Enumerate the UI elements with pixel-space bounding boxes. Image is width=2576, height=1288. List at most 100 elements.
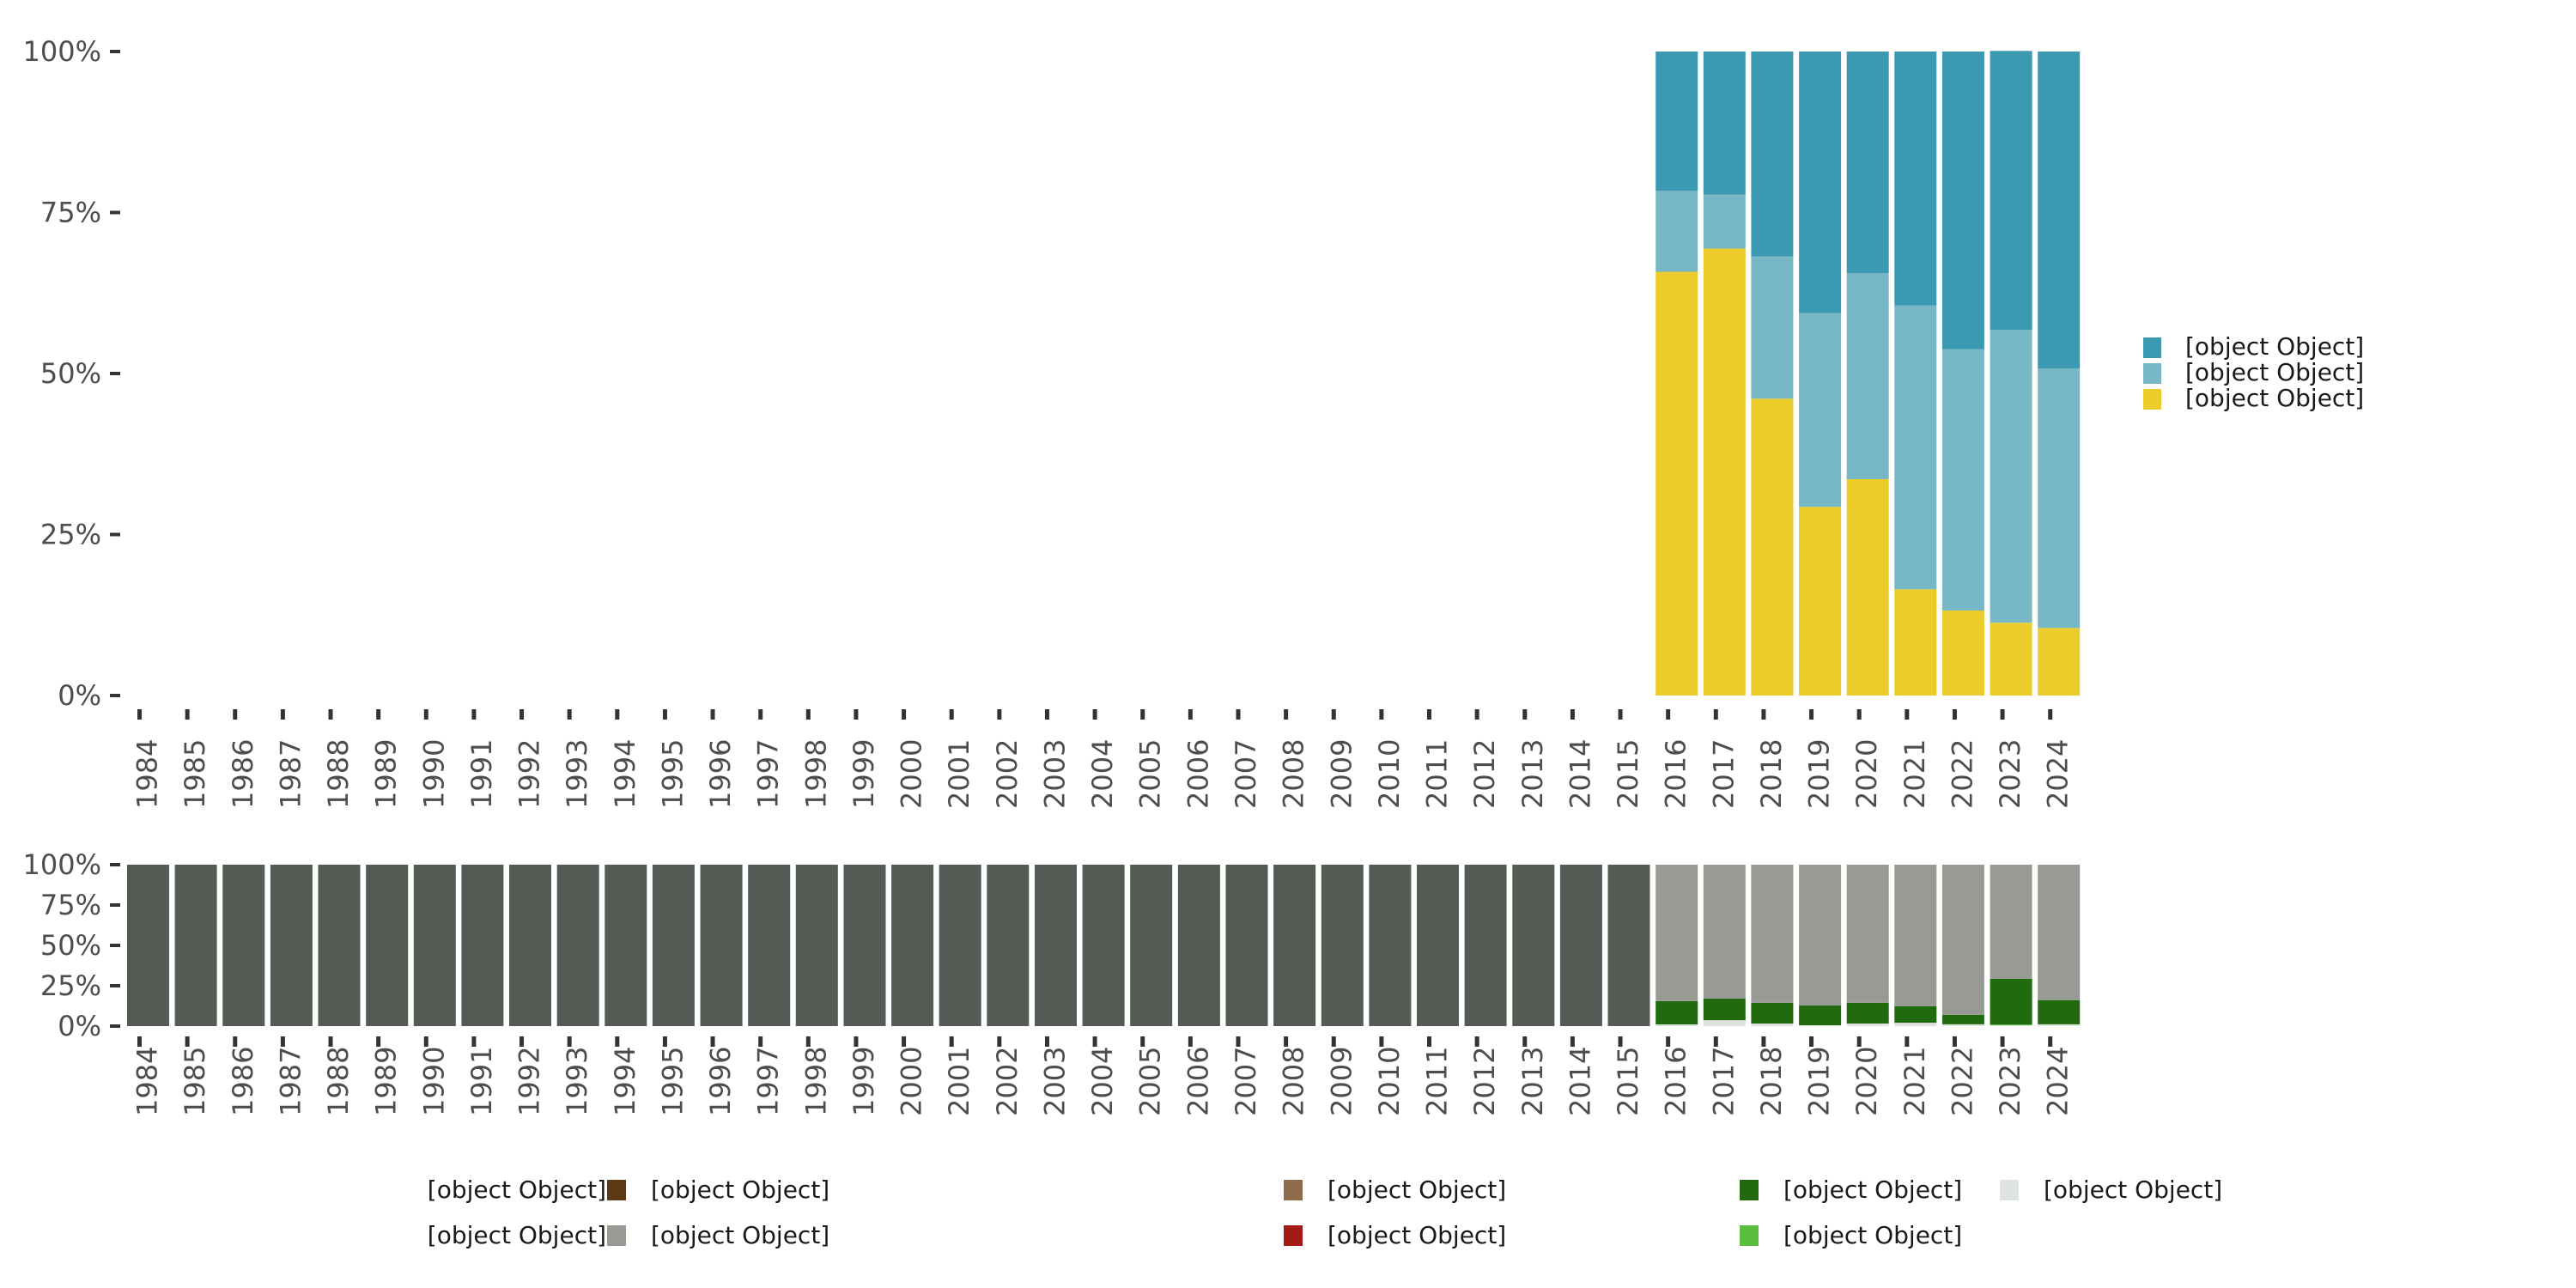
bottom-y-axis: 0% 25% 50% 75% 100% [23,848,120,1042]
bar-segment-2024-g-ltige-observationen [2038,1024,2081,1026]
x-tick-label: 1997 [752,739,785,809]
bar-segment-2018-2-klage-nicht-erfolgreich [1751,256,1794,399]
x-tick-label: 1990 [417,1047,450,1116]
x-tick-label: 2005 [1134,739,1167,809]
bar-segment-2002-8-frage-in-diesem-jahr-nicht-teil-des-frageprogramms [987,865,1030,1026]
legend-label: [object Object] [2185,332,2364,361]
x-tick-label: 2021 [1899,739,1931,809]
x-tick-label: 2015 [1612,739,1644,809]
legend-label: [object Object] [651,1221,829,1249]
x-tick-label: 2024 [2042,1047,2075,1116]
bar-segment-2021-2-trifft-nicht-zu [1894,1005,1937,1024]
bottom-legend: [object Object] [object Object] [object Ob… [428,1176,2222,1249]
x-tick-label: 1987 [274,739,307,809]
bar-segment-2022-2-klage-nicht-erfolgreich [1941,349,1984,611]
x-tick-label: 1994 [609,1047,641,1116]
x-tick-label: 1995 [656,739,689,809]
bar-segment-2019-g-ltige-observationen [1799,1025,1842,1026]
bar-segment-2018-g-ltige-observationen [1751,1024,1794,1026]
bar-segment-2010-8-frage-in-diesem-jahr-nicht-teil-des-frageprogramms [1369,865,1412,1026]
legend-label: [object Object] [1783,1221,1962,1249]
bar-segment-2008-8-frage-in-diesem-jahr-nicht-teil-des-frageprogramms [1273,865,1316,1026]
bar-segment-2012-8-frage-in-diesem-jahr-nicht-teil-des-frageprogramms [1464,865,1507,1026]
x-tick-label: 2014 [1564,739,1596,809]
bar-segment-2021-g-ltige-observationen [1894,1023,1937,1026]
x-tick-label: 1993 [561,739,593,809]
bar-segment-2001-8-frage-in-diesem-jahr-nicht-teil-des-frageprogramms [939,865,981,1026]
x-tick-label: 2011 [1421,739,1454,809]
legend-label: [object Object] [1327,1221,1506,1249]
x-tick-label: 2001 [943,1047,975,1116]
bar-segment-2016-g-ltige-observationen [1656,1024,1698,1026]
x-tick-label: 1985 [179,1047,211,1116]
y-tick-label: 100% [23,848,101,881]
bar-segment-2009-8-frage-in-diesem-jahr-nicht-teil-des-frageprogramms [1321,865,1364,1026]
x-tick-label: 2020 [1850,1047,1883,1116]
x-tick-label: 2007 [1230,739,1262,809]
x-tick-label: 1988 [322,1047,355,1116]
legend-swatch-3-klage-noch-nicht-entschieden [2143,389,2161,410]
y-tick-label: 50% [40,929,101,962]
top-y-axis: 0% 25% 50% 75% 100% [23,35,120,712]
x-tick-label: 1992 [513,1047,546,1116]
bar-segment-2023-g-ltige-observationen [1990,1025,2032,1026]
bar-segment-1990-8-frage-in-diesem-jahr-nicht-teil-des-frageprogramms [413,865,456,1026]
x-tick-label: 1992 [513,739,546,809]
x-tick-label: 2012 [1468,739,1501,809]
bar-segment-2017-1-klage-erfolgreich [1703,52,1746,195]
bar-segment-2020-1-klage-erfolgreich [1846,52,1889,273]
x-tick-label: 2009 [1325,1047,1358,1116]
bar-segment-2017-2-trifft-nicht-zu [1703,998,1746,1021]
top-plot [1656,51,2081,696]
bar-segment-2022-1-klage-erfolgreich [1941,52,1984,349]
x-tick-label: 2008 [1278,1047,1310,1116]
bar-segment-2018-5-in-fragebogenversion-nicht-enthalten [1751,865,1794,1003]
legend-label: [object Object] [2185,358,2364,386]
x-tick-label: 2013 [1516,739,1549,809]
bar-segment-2023-2-klage-nicht-erfolgreich [1990,330,2032,623]
bar-segment-2024-1-klage-erfolgreich [2038,52,2081,368]
y-tick-label: 0% [58,679,101,712]
bar-segment-2019-5-in-fragebogenversion-nicht-enthalten [1799,865,1842,1005]
legend-label: [object Object] [1783,1176,1962,1204]
x-tick-label: 1994 [609,739,641,809]
bar-segment-2005-8-frage-in-diesem-jahr-nicht-teil-des-frageprogramms [1130,865,1173,1026]
x-tick-label: 1989 [370,1047,403,1116]
bar-segment-1994-8-frage-in-diesem-jahr-nicht-teil-des-frageprogramms [605,865,647,1026]
legend-swatch-g-ltige-observationen [2000,1180,2019,1200]
bar-segment-1997-8-frage-in-diesem-jahr-nicht-teil-des-frageprogramms [748,865,791,1026]
bar-segment-1986-8-frage-in-diesem-jahr-nicht-teil-des-frageprogramms [222,865,265,1026]
bar-segment-2024-2-klage-nicht-erfolgreich [2038,368,2081,629]
bar-segment-2020-5-in-fragebogenversion-nicht-enthalten [1846,865,1889,1003]
y-tick-label: 75% [40,197,101,229]
bar-segment-2023-2-trifft-nicht-zu [1990,978,2032,1025]
bar-segment-2015-8-frage-in-diesem-jahr-nicht-teil-des-frageprogramms [1607,865,1650,1026]
legend-label: [object Object] [428,1221,606,1249]
x-tick-label: 2023 [1994,739,2026,809]
bar-segment-1988-8-frage-in-diesem-jahr-nicht-teil-des-frageprogramms [318,865,361,1026]
x-tick-label: 2013 [1516,1047,1549,1116]
bar-segment-1989-8-frage-in-diesem-jahr-nicht-teil-des-frageprogramms [366,865,409,1026]
bottom-plot [127,865,2081,1026]
x-tick-label: 1988 [322,739,355,809]
x-tick-label: 1996 [704,1047,737,1116]
x-tick-label: 2005 [1134,1047,1167,1116]
bar-segment-2020-2-trifft-nicht-zu [1846,1002,1889,1024]
x-tick-label: 1987 [274,1047,307,1116]
legend-swatch-5-in-fragebogenversion-nicht-enthalten [607,1225,626,1246]
bar-segment-1991-8-frage-in-diesem-jahr-nicht-teil-des-frageprogramms [461,865,504,1026]
x-tick-label: 2019 [1803,1047,1836,1116]
y-tick-label: 75% [40,889,101,921]
bar-segment-2007-8-frage-in-diesem-jahr-nicht-teil-des-frageprogramms [1225,865,1268,1026]
bar-segment-2024-2-trifft-nicht-zu [2038,999,2081,1024]
x-tick-label: 2018 [1755,1047,1788,1116]
bar-segment-2014-8-frage-in-diesem-jahr-nicht-teil-des-frageprogramms [1559,865,1602,1026]
bar-segment-2018-2-trifft-nicht-zu [1751,1002,1794,1024]
bar-segment-2020-3-klage-noch-nicht-entschieden [1846,479,1889,696]
bar-segment-1985-8-frage-in-diesem-jahr-nicht-teil-des-frageprogramms [174,865,217,1026]
bar-segment-2022-g-ltige-observationen [1941,1024,1984,1026]
bar-segment-1998-8-frage-in-diesem-jahr-nicht-teil-des-frageprogramms [795,865,838,1026]
x-tick-label: 2012 [1468,1047,1501,1116]
x-tick-label: 2004 [1086,739,1119,809]
x-tick-label: 2015 [1612,1047,1644,1116]
